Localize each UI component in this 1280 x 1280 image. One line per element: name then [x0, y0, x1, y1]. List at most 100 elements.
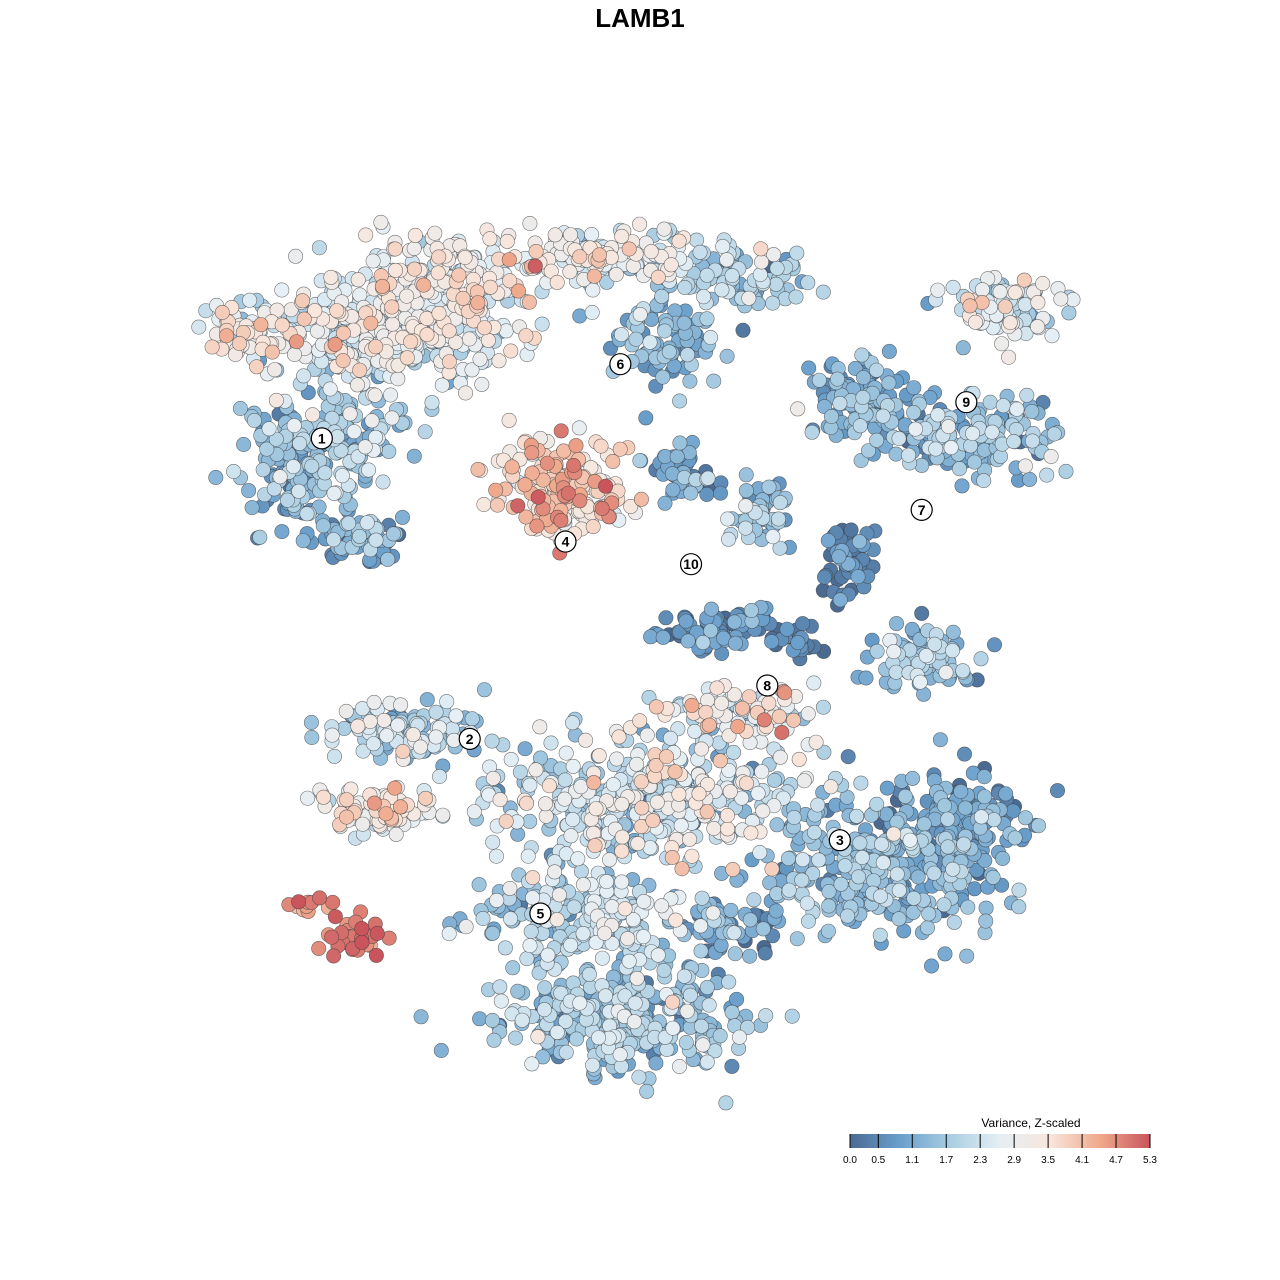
cell-point — [338, 703, 354, 719]
cell-point — [296, 368, 312, 384]
legend-tick-label: 1.7 — [939, 1155, 953, 1166]
cell-point — [655, 629, 671, 645]
cell-point — [439, 694, 455, 710]
cell-point — [540, 947, 556, 963]
cell-point — [241, 483, 257, 499]
cell-point — [1044, 328, 1060, 344]
cell-point — [770, 511, 786, 527]
cell-point — [601, 852, 617, 868]
cell-point — [471, 877, 487, 893]
cell-point — [954, 478, 970, 494]
cell-point — [997, 299, 1013, 315]
cell-point — [695, 1037, 711, 1053]
cluster-label: 6 — [609, 353, 632, 376]
cell-point — [772, 495, 788, 511]
cell-point — [1061, 305, 1077, 321]
cell-point — [712, 753, 728, 769]
cell-point — [665, 994, 681, 1010]
cluster-label-text: 3 — [836, 832, 844, 848]
cell-point — [680, 347, 696, 363]
cell-point — [497, 940, 513, 956]
cell-point — [387, 241, 403, 257]
cell-point — [743, 602, 759, 618]
cell-point — [815, 284, 831, 300]
cell-point — [769, 260, 785, 276]
cell-point — [571, 420, 587, 436]
cell-point — [488, 848, 504, 864]
cell-point — [359, 515, 375, 531]
cell-point — [886, 644, 902, 660]
cell-point — [517, 741, 533, 757]
cell-point — [784, 1008, 800, 1024]
cell-point — [486, 1032, 502, 1048]
cell-point — [311, 240, 327, 256]
cell-point — [519, 795, 535, 811]
cell-point — [346, 424, 362, 440]
cell-point — [335, 353, 351, 369]
cell-point — [541, 778, 557, 794]
cell-point — [264, 344, 280, 360]
cell-point — [764, 861, 780, 877]
cell-point — [219, 328, 235, 344]
cell-point — [412, 739, 428, 755]
cell-point — [967, 314, 983, 330]
cell-point — [609, 751, 625, 767]
cell-point — [639, 1083, 655, 1099]
cell-point — [597, 925, 613, 941]
cluster-label: 4 — [554, 530, 577, 553]
cell-point — [645, 813, 661, 829]
cell-point — [672, 435, 688, 451]
cell-point — [936, 897, 952, 913]
cell-point — [888, 446, 904, 462]
cell-point — [369, 925, 385, 941]
cell-point — [923, 958, 939, 974]
cell-point — [757, 945, 773, 961]
cell-point — [485, 770, 501, 786]
cell-point — [244, 500, 260, 516]
cell-point — [407, 227, 423, 243]
cell-point — [451, 267, 467, 283]
cell-point — [869, 796, 885, 812]
cell-point — [334, 468, 350, 484]
cell-point — [832, 592, 848, 608]
cell-point — [390, 717, 406, 733]
cell-point — [537, 980, 553, 996]
cell-point — [528, 762, 544, 778]
cell-point — [649, 794, 665, 810]
cell-point — [771, 708, 787, 724]
cell-point — [549, 912, 565, 928]
cell-point — [315, 518, 331, 534]
cell-point — [699, 804, 715, 820]
cell-point — [752, 844, 768, 860]
cell-point — [982, 394, 998, 410]
cell-point — [376, 712, 392, 728]
cell-point — [296, 311, 312, 327]
cell-point — [868, 362, 884, 378]
cell-point — [753, 254, 769, 270]
cell-point — [573, 779, 589, 795]
cell-point — [501, 412, 517, 428]
cell-point — [584, 227, 600, 243]
cell-point — [598, 874, 614, 890]
cell-point — [821, 898, 837, 914]
cell-point — [1053, 291, 1069, 307]
cell-point — [718, 1095, 734, 1111]
cluster-label-text: 4 — [562, 534, 570, 550]
cell-point — [632, 306, 648, 322]
cell-point — [693, 943, 709, 959]
cell-point — [253, 317, 269, 333]
cell-point — [976, 789, 992, 805]
cell-point — [598, 478, 614, 494]
cell-point — [795, 852, 811, 868]
cell-point — [789, 245, 805, 261]
cell-point — [928, 441, 944, 457]
cell-point — [699, 1054, 715, 1070]
cell-point — [703, 601, 719, 617]
cell-point — [774, 724, 790, 740]
cell-point — [853, 775, 869, 791]
cell-point — [564, 715, 580, 731]
cell-point — [482, 279, 498, 295]
cell-point — [700, 470, 716, 486]
cell-point — [312, 890, 328, 906]
cell-point — [936, 798, 952, 814]
